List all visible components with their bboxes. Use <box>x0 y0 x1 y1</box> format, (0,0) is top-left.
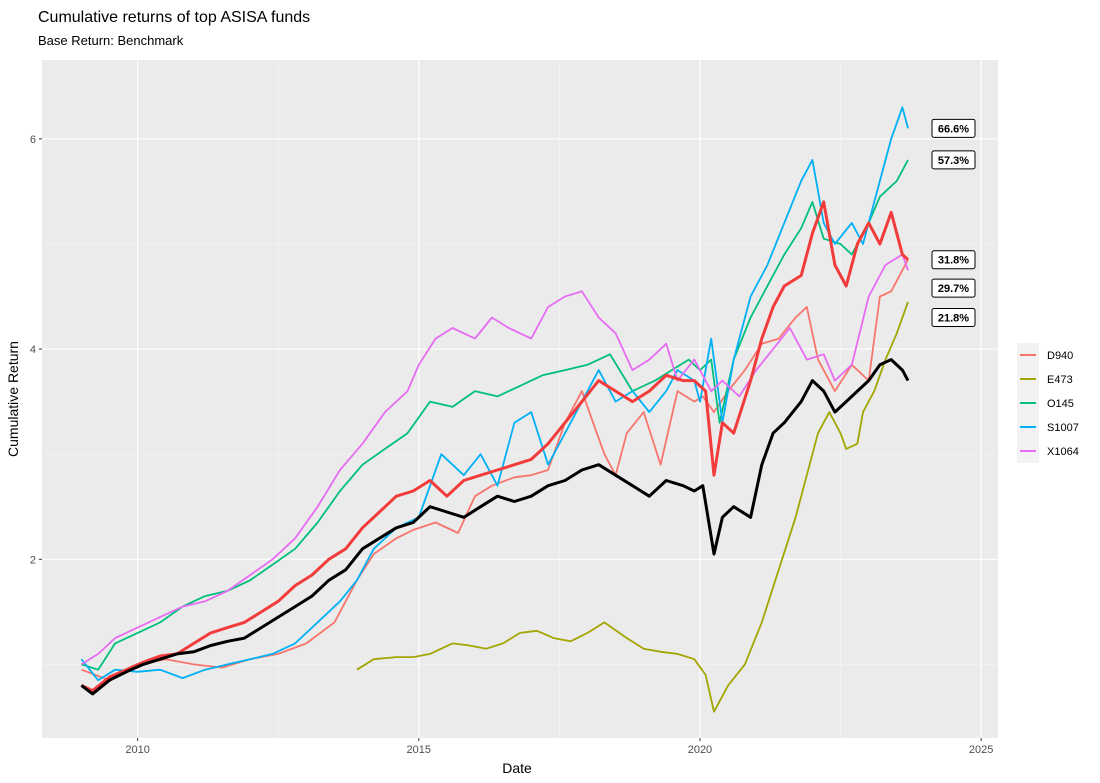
end-label-box <box>931 118 976 138</box>
chart-subtitle: Base Return: Benchmark <box>38 33 184 48</box>
end-label-text: 66.6% <box>938 123 969 135</box>
axis-ticks: 2010 2015 2020 2025 2 4 6 <box>30 134 993 756</box>
end-label-box <box>931 250 976 270</box>
series-line-s1007 <box>80 106 909 682</box>
x-tick-label: 2020 <box>688 744 712 756</box>
end-label: 21.8% <box>931 308 976 328</box>
y-tick-label: 6 <box>30 134 36 146</box>
legend: D940 E473 O145 S1007 X1064 <box>1017 343 1079 463</box>
series-lines <box>80 106 910 713</box>
legend-label: E473 <box>1047 374 1073 386</box>
x-tick-label: 2015 <box>407 744 431 756</box>
y-tick-label: 4 <box>30 344 36 356</box>
chart-title: Cumulative returns of top ASISA funds <box>38 9 310 26</box>
legend-item-s1007: S1007 <box>1017 415 1079 439</box>
series-line-e473 <box>356 301 909 713</box>
x-tick-label: 2025 <box>969 744 993 756</box>
series-line-x1064 <box>80 253 909 666</box>
series-line-unnamed-6 <box>80 358 910 696</box>
end-label: 66.6% <box>931 118 976 138</box>
legend-label: S1007 <box>1047 422 1079 434</box>
series-line-d940 <box>81 259 909 682</box>
legend-label: O145 <box>1047 398 1074 410</box>
x-tick-label: 2010 <box>125 744 149 756</box>
legend-label: D940 <box>1047 350 1073 362</box>
end-label: 29.7% <box>931 278 976 298</box>
end-label-text: 57.3% <box>938 155 969 167</box>
plot-panel <box>42 60 998 738</box>
end-label-box <box>931 150 976 170</box>
legend-label: X1064 <box>1047 446 1079 458</box>
legend-item-d940: D940 <box>1017 343 1073 367</box>
x-axis-title: Date <box>502 760 532 776</box>
end-label: 57.3% <box>931 150 976 170</box>
end-label-box <box>931 308 976 328</box>
end-label: 31.8% <box>931 250 976 270</box>
series-line-unnamed-5 <box>80 200 910 693</box>
end-label-text: 29.7% <box>938 283 969 295</box>
end-label-text: 21.8% <box>938 313 969 325</box>
legend-item-o145: O145 <box>1017 391 1074 415</box>
legend-item-x1064: X1064 <box>1017 439 1079 463</box>
y-tick-label: 2 <box>30 554 36 566</box>
legend-item-e473: E473 <box>1017 367 1073 391</box>
series-line-o145 <box>81 159 909 671</box>
end-label-text: 31.8% <box>938 255 969 267</box>
end-labels: 66.6% 57.3% 31.8% 29.7% 21.8% <box>931 118 976 328</box>
y-axis-title: Cumulative Return <box>5 341 21 457</box>
end-label-box <box>931 278 976 298</box>
